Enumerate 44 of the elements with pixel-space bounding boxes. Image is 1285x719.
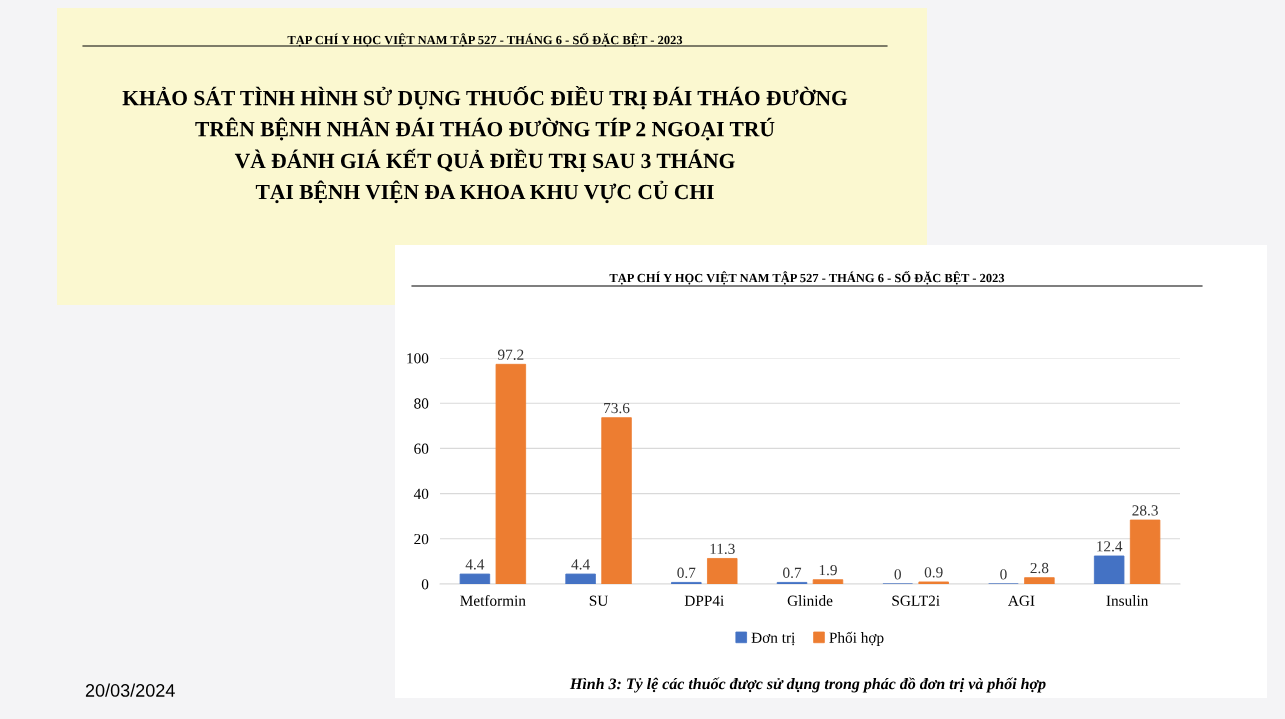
data-label: 4.4 <box>571 559 590 570</box>
text: TẠP CHÍ Y HỌC VIỆT NAM TẬP 527 - THÁNG 6 - SỐ ĐẶC BỆT - 2023 <box>287 33 683 47</box>
data-label: 28.3 <box>1132 505 1158 516</box>
y-tick-label: 80 <box>414 398 429 409</box>
x-tick-label: SU <box>589 595 609 606</box>
bar <box>918 581 949 584</box>
x-tick-label: AGI <box>1008 595 1035 606</box>
data-label: 0.7 <box>677 567 696 578</box>
data-label: 1.9 <box>819 564 837 576</box>
y-tick-label: 0 <box>421 579 429 590</box>
data-label: 0 <box>894 569 901 580</box>
bar <box>707 558 738 584</box>
data-label: 97.2 <box>497 349 524 360</box>
x-tick-label: Glinide <box>787 595 833 606</box>
data-label: 0.9 <box>924 567 943 578</box>
chart-subtitle: TẠP CHÍ Y HỌC VIỆT NAM TẬP 527 - THÁNG 6 - SỐ ĐẶC BỆT - 2023 <box>609 271 1005 285</box>
data-label: 2.8 <box>1030 562 1049 574</box>
bar <box>1129 519 1161 584</box>
bar <box>1093 555 1125 584</box>
legend-label: Đơn trị <box>751 632 796 646</box>
x-tick-label: Metformin <box>460 594 526 606</box>
data-label: 12.4 <box>1097 541 1123 552</box>
y-tick-label: 60 <box>414 443 429 454</box>
legend-label: Phối hợp <box>829 631 884 646</box>
chart-title: KHẢO SÁT TÌNH HÌNH SỬ DỤNG THUỐC ĐIỀU TRỊ ĐÁI THÁO ĐƯỜNG TRÊN BỆNH NHÂN ĐÁI THÁO ĐƯỜNG TÍP 2 NGOẠI TRÚ VÀ ĐÁNH GIÁ KẾT QUẢ ĐIỀU TRỊ SAU 3 THÁNG TẠI BỆNH VIỆN ĐA KHOA KHU VỰC CỦ CHI <box>122 86 848 204</box>
y-tick-label: 20 <box>414 533 429 545</box>
text: Hình 3: Tỷ lệ các thuốc được sử dụng trong phác đồ đơn trị và phối hợp <box>569 677 1046 693</box>
data-label: 0 <box>1000 569 1007 580</box>
y-tick-label: 40 <box>413 488 429 500</box>
x-tick-label: Insulin <box>1106 595 1149 606</box>
data-label: 0.7 <box>783 567 802 578</box>
bar <box>601 417 632 584</box>
bar <box>1024 577 1055 584</box>
bar <box>495 363 527 584</box>
bar <box>812 579 844 584</box>
data-label: 11.3 <box>710 543 735 555</box>
bar <box>459 573 491 584</box>
x-tick-label: DPP4i <box>684 595 724 606</box>
text: 20/03/2024 <box>85 683 175 697</box>
bar <box>565 573 596 584</box>
data-label: 73.6 <box>604 402 630 414</box>
y-tick-label: 100 <box>407 353 429 364</box>
x-tick-label: SGLT2i <box>892 595 940 606</box>
data-label: 4.4 <box>465 559 485 570</box>
